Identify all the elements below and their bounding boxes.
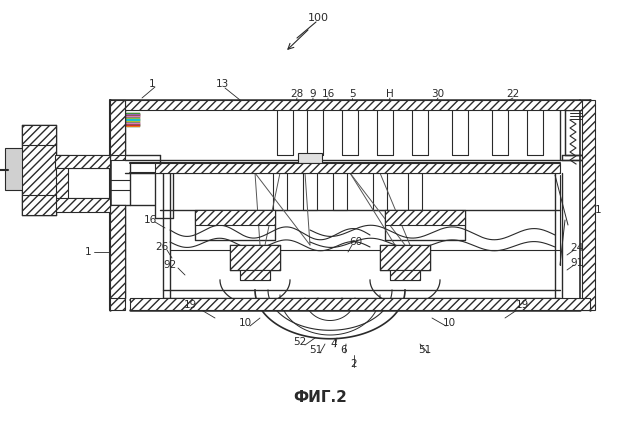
Text: 51: 51: [419, 345, 431, 355]
Text: 26: 26: [156, 242, 168, 252]
Bar: [390, 270, 420, 280]
Text: 19: 19: [184, 300, 196, 310]
Text: 91: 91: [570, 258, 584, 268]
Bar: [155, 163, 560, 173]
Bar: [5, 148, 23, 190]
Text: 92: 92: [163, 260, 177, 270]
Bar: [110, 205, 125, 298]
Bar: [22, 125, 56, 145]
Bar: [248, 258, 262, 272]
Bar: [240, 270, 270, 280]
Text: 51: 51: [309, 345, 323, 355]
Bar: [195, 210, 275, 225]
Bar: [298, 153, 322, 163]
Text: 28: 28: [291, 89, 303, 99]
Text: 13: 13: [216, 79, 228, 89]
Bar: [110, 100, 590, 110]
Bar: [110, 205, 125, 310]
Text: 52: 52: [293, 337, 307, 347]
Bar: [385, 210, 465, 240]
Bar: [55, 198, 110, 212]
Bar: [55, 155, 110, 168]
Text: 6: 6: [340, 345, 348, 355]
Bar: [155, 173, 173, 218]
Bar: [240, 270, 270, 280]
Text: 4: 4: [331, 339, 337, 349]
Bar: [55, 155, 110, 168]
Bar: [380, 245, 430, 270]
Text: ФИГ.2: ФИГ.2: [293, 389, 347, 405]
Bar: [398, 258, 412, 272]
Bar: [55, 198, 110, 210]
Text: 60: 60: [349, 237, 363, 247]
Text: 16: 16: [321, 89, 335, 99]
Text: 5: 5: [349, 89, 355, 99]
Text: 19: 19: [515, 300, 529, 310]
Text: 2: 2: [351, 359, 357, 369]
Text: 1: 1: [595, 205, 602, 215]
Text: 22: 22: [506, 89, 520, 99]
Bar: [230, 245, 280, 270]
Bar: [565, 100, 590, 155]
Text: 9: 9: [310, 89, 316, 99]
Bar: [110, 100, 125, 155]
Text: 100: 100: [307, 13, 328, 23]
Bar: [385, 210, 465, 225]
Text: 30: 30: [431, 89, 445, 99]
Text: 24: 24: [570, 243, 584, 253]
Text: H: H: [386, 89, 394, 99]
Bar: [22, 125, 56, 215]
Bar: [22, 195, 56, 215]
Text: 10: 10: [442, 318, 456, 328]
Text: 10: 10: [239, 318, 252, 328]
Text: 1: 1: [84, 247, 92, 257]
Bar: [130, 298, 590, 310]
Bar: [195, 210, 275, 240]
Text: 1: 1: [148, 79, 156, 89]
Bar: [110, 100, 125, 160]
Bar: [55, 155, 68, 210]
Text: 16: 16: [143, 215, 157, 225]
Bar: [390, 270, 420, 280]
Bar: [582, 100, 595, 310]
